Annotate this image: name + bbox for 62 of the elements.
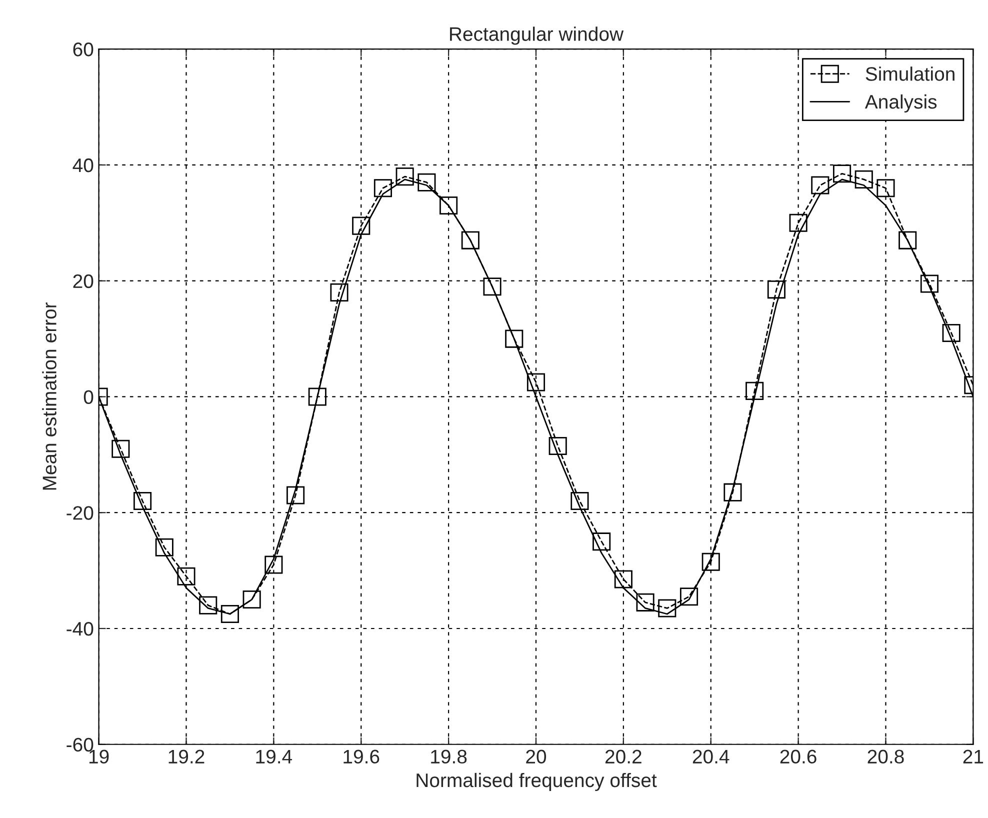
x-tick-label: 19.6 [344,750,380,764]
point [505,330,524,348]
point [548,436,567,456]
x-tick-label: 20.8 [868,750,904,764]
point [526,373,546,392]
point [483,278,502,296]
point [199,596,218,614]
point [374,179,392,198]
y-tick-label: 40 [72,158,94,172]
y-tick-label: -60 [66,738,94,752]
point [789,214,808,232]
y-tick-label: 0 [84,390,94,404]
point [155,538,174,556]
point [942,324,960,342]
point [614,570,632,588]
x-tick-label: 20.2 [605,750,642,764]
point [592,532,611,551]
point [418,173,436,192]
point [854,170,873,188]
chart-title: Rectangular window [450,26,624,45]
point [811,176,830,194]
point [352,216,370,235]
point [832,164,852,183]
point [242,590,261,609]
x-axis-title: Normalised frequency offset [416,772,657,792]
x-tick-label: 19 [89,750,109,764]
point [177,567,196,586]
point [396,168,414,186]
point [767,280,786,299]
y-tick-label: 20 [73,274,94,288]
y-tick-label: -20 [66,506,94,520]
point [898,231,917,250]
x-tick-label: 20.4 [692,750,730,764]
point [440,196,458,215]
point [286,486,305,504]
point [220,604,239,624]
legend-label: Analysis [864,94,937,113]
x-tick-label: 19.4 [256,750,292,764]
point [461,231,480,250]
point [330,283,348,302]
point [680,588,698,606]
point [570,492,589,510]
x-tick-label: 20 [526,750,546,764]
point [112,440,130,458]
y-axis-title: Mean estimation error [42,302,56,490]
legend-label: Simulation [866,66,954,81]
x-tick-label: 21 [963,750,984,764]
y-tick-label: -40 [66,622,94,636]
point [308,388,326,406]
point [133,492,152,510]
point [876,179,895,198]
point [920,274,938,293]
point [636,593,654,612]
point [724,483,742,502]
x-tick-label: 20.6 [780,750,816,764]
x-tick-label: 19.8 [431,750,467,764]
x-tick-label: 19.2 [168,750,204,764]
point [702,552,720,571]
point [264,556,283,574]
point [746,382,764,400]
point [658,599,676,618]
y-tick-label: 60 [73,42,94,56]
